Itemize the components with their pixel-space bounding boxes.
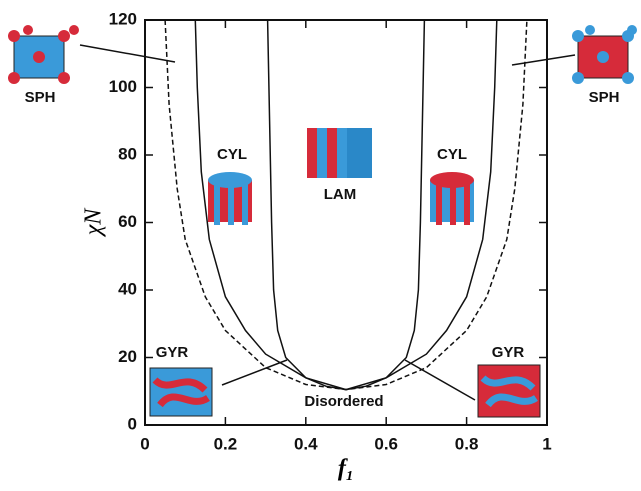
x-tick-label: 1 — [542, 434, 551, 453]
y-tick-label: 0 — [128, 414, 137, 433]
lam-icon — [307, 128, 372, 178]
gyr-icon — [478, 365, 540, 417]
phase-boundary — [268, 20, 425, 390]
phase-label: GYR — [492, 344, 525, 361]
x-tick-label: 0.6 — [374, 434, 398, 453]
chart: f₁ χN 0 0.2 0.4 0.6 0.8 1 0 20 40 60 80 100 120 SPH SP… — [0, 0, 641, 491]
y-tick-label: 120 — [109, 9, 137, 28]
phase-label: SPH — [25, 89, 56, 106]
y-tick-label: 40 — [118, 279, 137, 298]
y-axis-label: χN — [81, 207, 107, 238]
phase-label: CYL — [217, 146, 247, 163]
y-tick-label: 80 — [118, 144, 137, 163]
plot-frame — [145, 20, 547, 425]
phase-label: LAM — [324, 186, 357, 203]
x-tick-label: 0.4 — [294, 434, 318, 453]
cyl-icon — [430, 172, 474, 225]
x-axis-label: f₁ — [338, 456, 354, 482]
cyl-icon — [208, 172, 252, 225]
x-tick-label: 0 — [140, 434, 149, 453]
x-tick-label: 0.8 — [455, 434, 479, 453]
phase-label: GYR — [156, 344, 189, 361]
phase-label: Disordered — [304, 393, 383, 410]
y-tick-label: 60 — [118, 212, 137, 231]
y-tick-label: 20 — [118, 347, 137, 366]
y-tick-label: 100 — [109, 77, 137, 96]
phase-label: CYL — [437, 146, 467, 163]
x-tick-label: 0.2 — [214, 434, 238, 453]
phase-label: SPH — [589, 89, 620, 106]
gyr-icon — [150, 368, 212, 416]
